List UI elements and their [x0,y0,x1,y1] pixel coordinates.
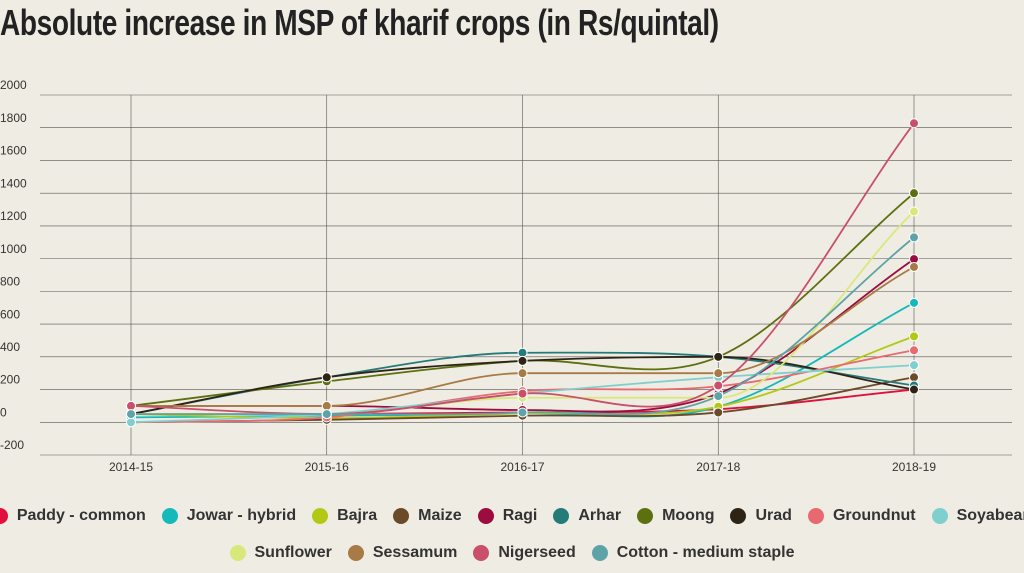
legend-item[interactable]: Moong [637,507,714,525]
point [321,400,332,411]
legend-label: Paddy - common [16,506,146,524]
point [517,355,528,366]
legend-label: Sessamum [372,543,458,561]
y-tick-label: 200 [0,373,20,387]
legend-swatch [931,507,948,524]
point [321,409,332,420]
point [909,118,919,129]
point [909,188,919,199]
legend-label: Urad [755,506,792,524]
legend-label: Cotton - medium staple [616,543,795,561]
point [126,409,136,420]
legend-item[interactable]: Cotton - medium staple [591,543,795,562]
point [126,417,136,428]
legend: Paddy - common Jowar - hybrid Bajra Maize Ra… [0,497,1024,571]
x-tick-label: 2018-19 [892,460,936,474]
legend-item[interactable]: Sunflower [229,543,332,562]
point [909,360,919,371]
legend-label: Jowar - hybrid [186,506,297,524]
legend-swatch [473,544,490,561]
legend-item[interactable]: Bajra [312,507,377,525]
legend-swatch [553,507,570,524]
legend-item[interactable]: Urad [730,506,792,525]
y-tick-label: 2000 [0,78,27,92]
point [517,388,528,399]
line [131,236,915,416]
point [321,372,332,383]
legend-swatch [0,507,8,524]
x-tick-label: 2015-16 [305,460,349,474]
point [909,206,919,217]
legend-swatch [161,507,178,524]
y-tick-label: 800 [0,275,20,289]
y-tick-label: 1200 [0,209,27,223]
legend-label: Moong [662,506,715,524]
point [909,384,919,395]
y-tick-label: 1600 [0,144,27,158]
legend-row: Paddy - common Jowar - hybrid Bajra Maize Ra… [0,497,1024,534]
legend-item[interactable]: Nigerseed [473,543,576,562]
y-tick-label: 600 [0,307,20,321]
point [909,345,919,356]
y-tick-label: -200 [0,438,24,452]
x-tick-label: 2017-18 [696,460,740,474]
point [713,407,724,418]
point [713,391,724,402]
x-tick-label: 2016-17 [500,460,544,474]
point [909,297,919,308]
legend-swatch [229,544,246,561]
legend-item[interactable]: Soyabean [931,506,1024,525]
point [517,347,528,358]
legend-label: Maize [418,506,462,524]
legend-label: Ragi [502,506,538,524]
legend-item[interactable]: Sessamum [347,543,458,562]
point [909,261,919,272]
legend-item[interactable]: Ragi [477,506,538,525]
point [713,368,724,379]
legend-swatch [312,507,329,524]
legend-swatch [477,507,494,524]
chart-title: Absolute increase in MSP of kharif crops… [0,2,719,43]
legend-row: Sunflower Sessamum Nigerseed Cotton - mediu… [0,534,1024,571]
legend-label: Sunflower [254,543,332,561]
y-tick-label: 400 [0,340,20,354]
legend-swatch [637,507,654,524]
legend-swatch [807,507,824,524]
point [126,400,136,411]
legend-label: Nigerseed [498,543,576,561]
point [517,407,528,418]
legend-label: Soyabean [956,506,1024,524]
legend-label: Groundnut [832,506,916,524]
x-tick-label: 2014-15 [109,460,153,474]
y-tick-label: 1000 [0,242,27,256]
point [909,331,919,342]
legend-swatch [393,507,410,524]
point [517,368,528,379]
legend-swatch [591,544,608,561]
point [909,372,919,383]
line [130,122,915,415]
legend-item[interactable]: Paddy - common [0,507,146,525]
point [713,380,724,391]
legend-item[interactable]: Arhar [553,507,621,525]
y-tick-label: 0 [0,405,7,419]
y-tick-label: 1800 [0,111,27,125]
legend-swatch [347,544,364,561]
chart: -200 0 200 400 600 800 1000 1200 1400 1600 1800 200… [0,78,1012,474]
point [909,232,919,243]
legend-item[interactable]: Maize [393,507,462,525]
point [713,351,724,362]
legend-item[interactable]: Jowar - hybrid [161,506,297,525]
legend-label: Bajra [337,506,378,524]
legend-swatch [730,507,747,524]
legend-label: Arhar [578,506,622,524]
legend-item[interactable]: Groundnut [807,506,916,525]
y-tick-label: 1400 [0,176,27,190]
